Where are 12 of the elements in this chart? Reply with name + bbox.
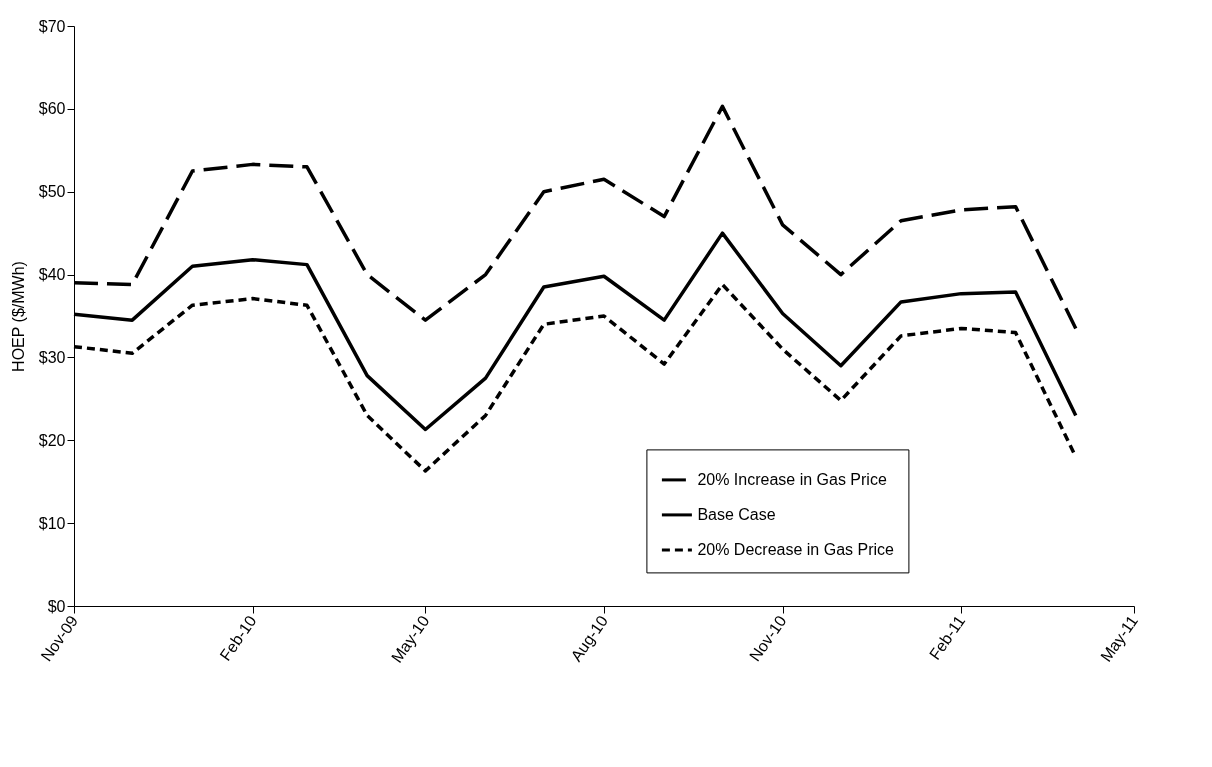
legend-label: 20% Decrease in Gas Price: [697, 540, 895, 558]
y-tick-label: $10: [38, 514, 66, 532]
legend-label: Base Case: [697, 505, 776, 523]
y-tick-label: $60: [38, 100, 66, 118]
y-tick-label: $0: [47, 597, 66, 615]
y-tick-label: $30: [38, 348, 66, 366]
y-tick-label: $70: [38, 17, 66, 35]
y-tick-label: $40: [38, 266, 66, 284]
y-tick-label: $20: [38, 431, 66, 449]
legend-label: 20% Increase in Gas Price: [697, 470, 887, 488]
y-axis-title: HOEP ($/MWh): [9, 261, 27, 372]
y-tick-label: $50: [38, 183, 66, 201]
